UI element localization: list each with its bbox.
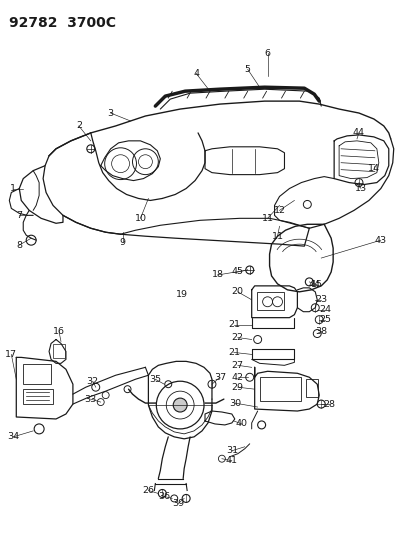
Text: 12: 12 <box>273 206 285 215</box>
Text: 42: 42 <box>231 373 243 382</box>
Text: 11: 11 <box>261 214 273 223</box>
Text: 32: 32 <box>86 377 99 386</box>
Text: 38: 38 <box>314 327 327 336</box>
Bar <box>23 365 51 384</box>
Text: 19: 19 <box>176 290 188 300</box>
Text: 23: 23 <box>314 295 327 304</box>
Text: 33: 33 <box>84 394 97 403</box>
Text: 3: 3 <box>107 109 114 118</box>
Text: 44: 44 <box>308 280 320 289</box>
Text: 1: 1 <box>10 184 16 193</box>
Text: 22: 22 <box>231 333 243 342</box>
Text: 26: 26 <box>142 486 154 495</box>
Text: 28: 28 <box>323 400 335 409</box>
Text: 21: 21 <box>227 320 239 329</box>
Text: 24: 24 <box>318 305 330 314</box>
Text: 29: 29 <box>231 383 243 392</box>
Text: 45: 45 <box>231 268 243 277</box>
Text: 9: 9 <box>119 238 125 247</box>
Text: 10: 10 <box>134 214 146 223</box>
Text: 16: 16 <box>53 327 65 336</box>
Text: 43: 43 <box>374 236 386 245</box>
Text: 13: 13 <box>354 184 366 193</box>
Text: 39: 39 <box>172 499 184 508</box>
Text: 25: 25 <box>318 315 330 324</box>
Bar <box>259 377 301 401</box>
Text: 4: 4 <box>192 69 199 78</box>
Text: 15: 15 <box>311 280 323 289</box>
Text: 40: 40 <box>235 419 247 429</box>
Text: 31: 31 <box>225 446 237 455</box>
Text: 11: 11 <box>271 232 283 241</box>
Text: 37: 37 <box>214 373 225 382</box>
Text: 36: 36 <box>158 492 170 501</box>
Text: 17: 17 <box>5 350 17 359</box>
Text: 8: 8 <box>16 240 22 249</box>
Text: 18: 18 <box>211 270 223 279</box>
Text: 44: 44 <box>352 128 364 138</box>
Text: 92782  3700C: 92782 3700C <box>9 15 116 30</box>
Text: 27: 27 <box>231 361 243 370</box>
Text: 34: 34 <box>7 432 19 441</box>
Text: 21: 21 <box>227 348 239 357</box>
Bar <box>256 292 284 310</box>
Bar <box>23 389 53 404</box>
Text: 7: 7 <box>16 211 22 220</box>
Bar <box>53 344 65 358</box>
Text: 5: 5 <box>244 65 250 74</box>
Circle shape <box>173 398 187 412</box>
Text: 20: 20 <box>231 287 243 296</box>
Text: 6: 6 <box>264 49 270 58</box>
Text: 35: 35 <box>149 375 161 384</box>
Text: 41: 41 <box>225 456 237 465</box>
Text: 2: 2 <box>76 122 82 131</box>
Text: 14: 14 <box>367 164 379 173</box>
Text: 30: 30 <box>228 399 240 408</box>
Bar <box>306 379 318 397</box>
